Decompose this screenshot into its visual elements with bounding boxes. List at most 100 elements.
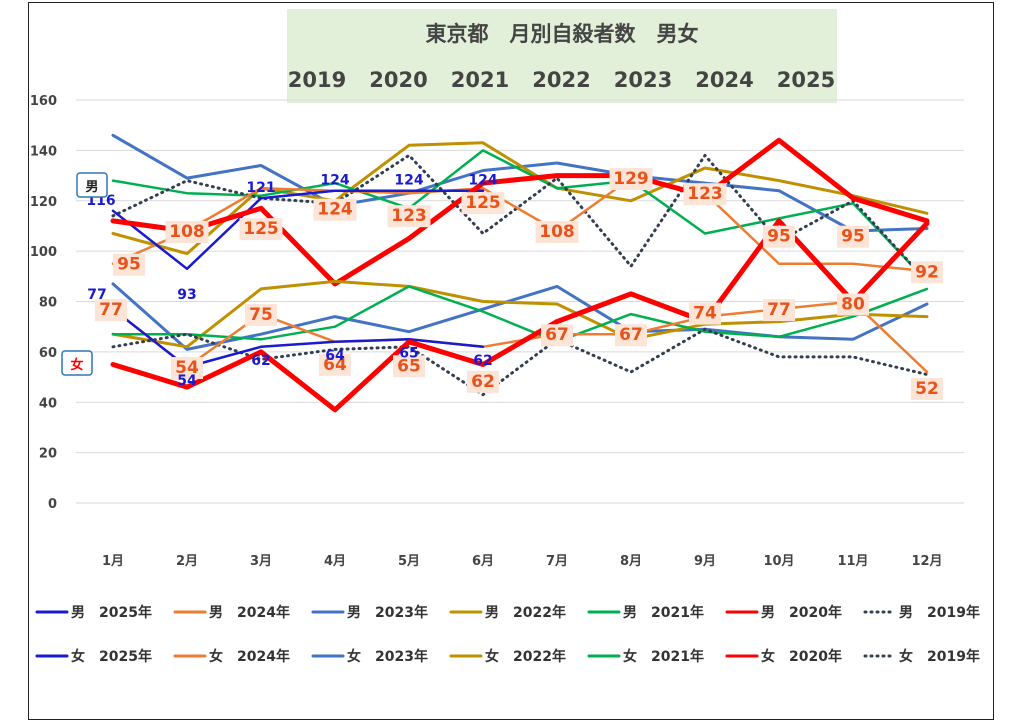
data-label-男-2024年-3: 125 [243,219,279,239]
data-label-男-2025年-4: 124 [320,173,349,189]
x-tick-6: 6月 [472,554,494,569]
data-label-女-2024年-5: 65 [397,356,421,376]
data-label-男-2024年-10: 95 [767,227,791,247]
data-label-男-2025年-6: 124 [468,173,497,189]
legend-label-男-2022年: 男 2022年 [485,604,566,621]
data-label-女-2024年-6: 62 [471,372,495,392]
data-label-bg-男-2024年-2 [165,220,209,243]
legend-label-男-2020年: 男 2020年 [761,604,842,621]
data-label-女-2025年-2: 54 [177,373,197,389]
subtitle-year-2019: 2019 [288,68,346,92]
data-label-bg-男-2024年-6 [461,192,505,215]
legend-label-女-2025年: 女 2025年 [71,648,152,665]
data-labels: 95 108 125 124 123 125 108 129 123 95 95 92 77 54 75 64… [86,168,943,401]
data-label-bg-男-2024年-3 [239,218,283,241]
data-label-bg-女-2024年-3 [245,304,277,327]
data-label-bg-女-2024年-2 [171,356,203,379]
chart-frame: 東京都 月別自殺者数 男女 2019 2020 2021 2022 2023 2024 20… [28,2,994,720]
series-line-女-2023年 [111,282,929,351]
male-tag-box [76,172,108,198]
x-tick-7: 7月 [546,554,568,569]
female-tag-box [61,350,93,376]
data-label-男-2024年-11: 95 [841,227,865,247]
x-tick-2: 2月 [176,554,198,569]
legend-label-男-2025年: 男 2025年 [71,604,152,621]
data-label-女-2024年-8: 67 [619,325,643,345]
legend-label-男-2024年: 男 2024年 [209,604,290,621]
y-tick-140: 140 [30,144,57,159]
data-label-男-2024年-1: 95 [117,255,141,275]
title-box [287,9,837,103]
data-label-男-2024年-2: 108 [169,222,205,242]
x-tick-11: 11月 [837,554,868,569]
data-label-bg-女-2024年-11 [837,293,869,316]
legend: 男 2025年 男 2024年 男 2023年 男 2022年 男 2021年 男 202… [35,604,980,665]
y-tick-20: 20 [39,447,57,462]
data-label-bg-男-2024年-5 [387,205,431,228]
x-tick-9: 9月 [694,554,716,569]
x-tick-8: 8月 [620,554,642,569]
data-label-女-2025年-6: 62 [473,353,492,369]
data-label-bg-女-2024年-5 [393,355,425,378]
y-tick-120: 120 [30,195,57,210]
data-label-男-2024年-4: 124 [317,200,353,220]
male-tag: 男 [85,180,98,195]
data-label-女-2024年-11: 80 [841,295,865,315]
y-tick-80: 80 [39,296,57,311]
gridlines [76,99,964,504]
series-line-男-2025年 [111,189,485,271]
legend-label-女-2024年: 女 2024年 [209,648,290,665]
y-tick-60: 60 [39,346,57,361]
data-label-bg-女-2024年-6 [467,370,499,393]
data-label-女-2024年-4: 64 [323,355,347,375]
data-label-bg-男-2024年-4 [313,198,357,221]
data-label-女-2025年-3: 62 [251,353,270,369]
data-label-男-2024年-12: 92 [915,262,939,282]
subtitle-year-2022: 2022 [532,68,590,92]
data-label-男-2024年-8: 129 [613,169,649,189]
x-tick-10: 10月 [763,554,794,569]
female-tag: 女 [70,357,83,373]
data-label-女-2025年-1: 77 [87,287,106,303]
series-line-女-2021年 [111,285,929,344]
data-label-男-2025年-3: 121 [246,180,275,196]
data-label-bg-男-2024年-7 [535,220,579,243]
data-label-女-2024年-12: 52 [915,379,939,399]
data-label-女-2025年-4: 64 [325,348,345,364]
data-label-bg-男-2024年-9 [683,183,727,206]
y-tick-40: 40 [39,396,57,411]
x-tick-4: 4月 [324,554,346,569]
legend-label-女-2022年: 女 2022年 [485,648,566,665]
series-line-男-2022年 [111,141,929,256]
data-label-男-2025年-5: 124 [394,173,423,189]
subtitle-years: 2019 2020 2021 2022 2023 2024 2025 [288,68,835,92]
sex-tags: 男 女 [61,172,108,376]
subtitle-year-2025: 2025 [777,68,835,92]
data-label-男-2024年-9: 123 [687,184,723,204]
y-axis: 0 20 40 60 80 100 120 140 160 [30,94,57,512]
subtitle-year-2020: 2020 [369,68,427,92]
data-label-bg-女-2024年-9 [689,302,721,325]
y-tick-160: 160 [30,94,57,109]
data-label-男-2024年-5: 123 [391,206,427,226]
subtitle-year-2023: 2023 [614,68,672,92]
x-tick-3: 3月 [250,554,272,569]
legend-label-男-2023年: 男 2023年 [347,604,428,621]
legend-label-女-2019年: 女 2019年 [899,648,980,665]
data-label-男-2024年-7: 108 [539,222,575,242]
data-label-女-2024年-10: 77 [767,300,791,320]
legend-label-女-2023年: 女 2023年 [347,648,428,665]
line-chart: 東京都 月別自殺者数 男女 2019 2020 2021 2022 2023 2024 20… [30,9,980,665]
data-label-男-2024年-6: 125 [465,193,501,213]
data-label-bg-女-2024年-10 [763,299,795,322]
data-label-bg-女-2024年-4 [319,353,351,376]
data-label-女-2025年-5: 65 [399,345,418,361]
data-label-bg-男-2024年-1 [113,253,145,276]
series-line-男-2024年 [111,176,929,273]
data-label-bg-女-2024年-1 [95,299,127,322]
data-label-bg-男-2024年-11 [837,225,869,248]
series-lines [110,133,930,413]
series-line-男-2020年 [110,137,930,287]
x-tick-1: 1月 [102,554,124,569]
y-tick-100: 100 [30,245,57,260]
